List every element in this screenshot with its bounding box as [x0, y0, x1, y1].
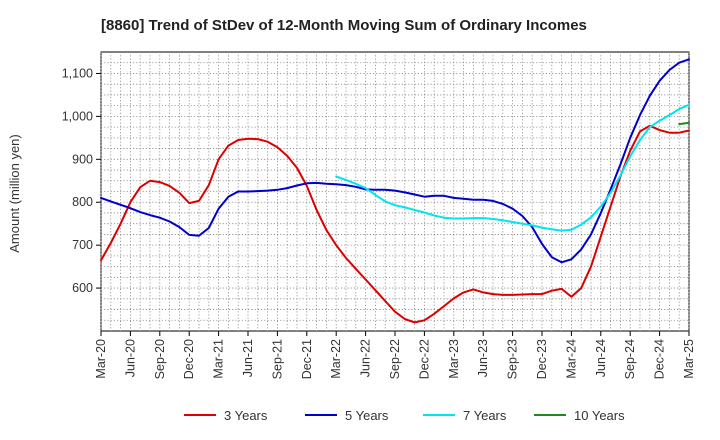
x-tick-label: Mar-24 — [564, 339, 578, 379]
x-tick-label: Mar-21 — [212, 339, 226, 379]
y-axis-label: Amount (million yen) — [7, 134, 22, 253]
x-tick-label: Jun-21 — [241, 339, 255, 377]
x-tick-label: Sep-24 — [623, 339, 637, 379]
series-line-3-years — [100, 124, 690, 324]
x-tick-label: Jun-20 — [123, 339, 137, 377]
legend-label-10-years: 10 Years — [574, 408, 625, 423]
x-tick-label: Dec-23 — [535, 339, 549, 379]
x-tick-label: Dec-24 — [653, 339, 667, 379]
y-tick-label: 700 — [72, 238, 93, 252]
x-tick-label: Sep-20 — [153, 339, 167, 379]
series-line-7-years — [335, 103, 690, 232]
legend-label-5-years: 5 Years — [345, 408, 389, 423]
x-tick-label: Dec-20 — [182, 339, 196, 379]
y-axis-ticks: 600 700 800 900 1,000 1,100 — [62, 66, 101, 295]
y-tick-label: 900 — [72, 152, 93, 166]
x-tick-label: Mar-20 — [94, 339, 108, 379]
y-tick-label: 1,100 — [62, 66, 93, 80]
series-line-10-years — [678, 121, 690, 126]
x-tick-label: Dec-21 — [300, 339, 314, 379]
y-tick-label: 1,000 — [62, 109, 93, 123]
x-axis-ticks: Mar-20 Jun-20 Sep-20 Dec-20 Mar-21 Jun-21 Sep-… — [94, 331, 696, 379]
legend-label-3-years: 3 Years — [224, 408, 268, 423]
legend-label-7-years: 7 Years — [463, 408, 507, 423]
y-tick-label: 600 — [72, 281, 93, 295]
legend: 3 Years 5 Years 7 Years 10 Years — [184, 408, 625, 423]
x-tick-label: Mar-22 — [329, 339, 343, 379]
chart-title: [8860] Trend of StDev of 12-Month Moving… — [101, 17, 587, 34]
x-tick-label: Jun-24 — [594, 339, 608, 377]
series-line-5-years — [100, 58, 690, 264]
x-tick-label: Mar-25 — [682, 339, 696, 379]
x-tick-label: Dec-22 — [417, 339, 431, 379]
x-tick-label: Jun-23 — [476, 339, 490, 377]
series-lines — [100, 58, 690, 324]
x-tick-label: Sep-23 — [506, 339, 520, 379]
y-tick-label: 800 — [72, 195, 93, 209]
x-tick-label: Sep-21 — [270, 339, 284, 379]
x-tick-label: Mar-23 — [447, 339, 461, 379]
x-tick-label: Sep-22 — [388, 339, 402, 379]
x-tick-label: Jun-22 — [359, 339, 373, 377]
